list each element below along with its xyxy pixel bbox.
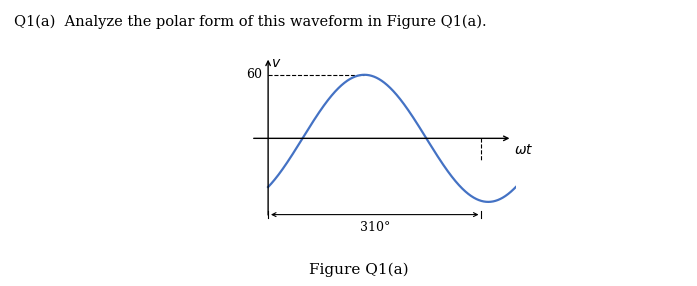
Text: Figure Q1(a): Figure Q1(a) [309, 263, 408, 277]
Text: 310°: 310° [360, 221, 390, 234]
Text: $\omega t$: $\omega t$ [514, 143, 533, 156]
Text: $v$: $v$ [271, 56, 282, 70]
Text: Q1(a)  Analyze the polar form of this waveform in Figure Q1(a).: Q1(a) Analyze the polar form of this wav… [14, 14, 487, 29]
Text: 60: 60 [247, 68, 263, 81]
